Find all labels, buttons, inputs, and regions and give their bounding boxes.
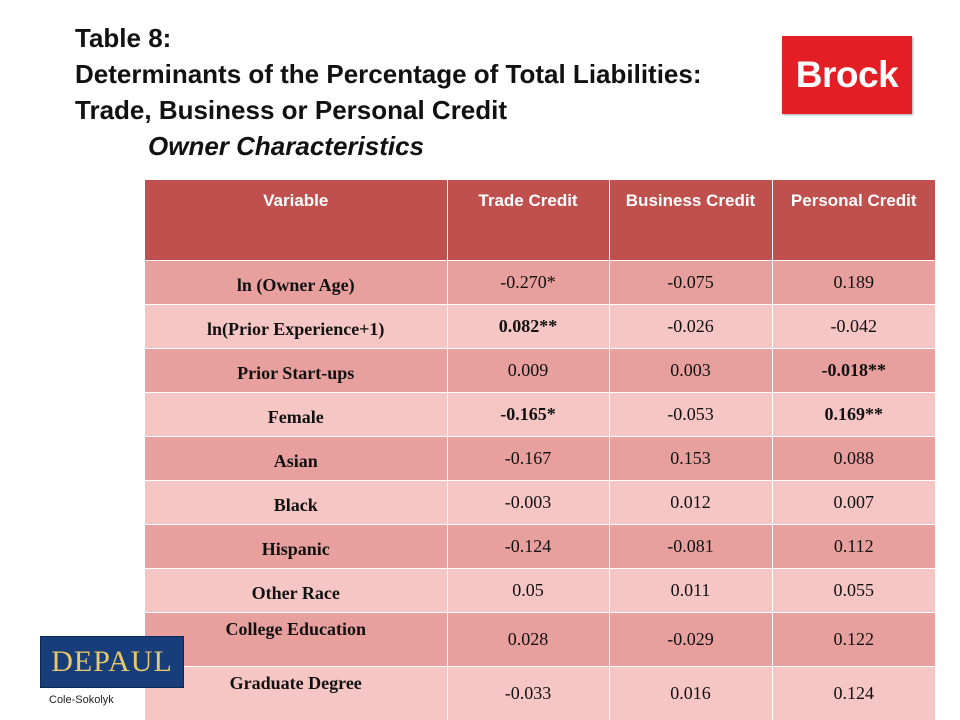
- row-personal-credit: 0.088: [772, 436, 935, 481]
- table-row: Other Race 0.05 0.011 0.055: [145, 568, 935, 613]
- row-business-credit: 0.153: [609, 436, 773, 481]
- brock-logo: Brock: [782, 36, 912, 114]
- table-row: Female -0.165* -0.053 0.169**: [145, 392, 935, 437]
- row-business-credit: -0.029: [609, 612, 773, 667]
- row-business-credit: -0.075: [609, 260, 773, 305]
- row-trade-credit: -0.033: [447, 666, 610, 720]
- row-business-credit: -0.026: [609, 304, 773, 349]
- row-variable: Hispanic: [145, 524, 448, 569]
- table-row: ln (Owner Age) -0.270* -0.075 0.189: [145, 260, 935, 305]
- header-variable: Variable: [145, 180, 448, 261]
- row-variable: Asian: [145, 436, 448, 481]
- row-variable: College Education: [145, 612, 448, 667]
- slide-subtitle: Owner Characteristics: [148, 131, 425, 161]
- row-personal-credit: -0.042: [772, 304, 935, 349]
- row-business-credit: 0.016: [609, 666, 773, 720]
- title-line-1: Table 8:: [75, 23, 172, 53]
- row-trade-credit: -0.270*: [447, 260, 610, 305]
- row-personal-credit: 0.055: [772, 568, 935, 613]
- row-personal-credit: 0.169**: [772, 392, 935, 437]
- title-line-3: Trade, Business or Personal Credit: [75, 95, 508, 125]
- row-personal-credit: 0.122: [772, 612, 935, 667]
- row-personal-credit: 0.007: [772, 480, 935, 525]
- row-trade-credit: -0.165*: [447, 392, 610, 437]
- results-table: Variable Trade Credit Business Credit Pe…: [145, 180, 935, 720]
- row-trade-credit: 0.028: [447, 612, 610, 667]
- row-personal-credit: 0.189: [772, 260, 935, 305]
- depaul-logo: DEPAUL: [40, 636, 184, 688]
- depaul-logo-text: DEPAUL: [51, 645, 173, 678]
- row-business-credit: 0.003: [609, 348, 773, 393]
- row-trade-credit: -0.003: [447, 480, 610, 525]
- header-trade-credit: Trade Credit: [447, 180, 610, 261]
- title-line-2: Determinants of the Percentage of Total …: [75, 59, 702, 89]
- row-trade-credit: -0.124: [447, 524, 610, 569]
- row-business-credit: 0.011: [609, 568, 773, 613]
- row-variable: ln (Owner Age): [145, 260, 448, 305]
- table-row: Graduate Degree -0.033 0.016 0.124: [145, 666, 935, 720]
- slide-title: Table 8: Determinants of the Percentage …: [75, 20, 775, 164]
- table-row: College Education 0.028 -0.029 0.122: [145, 612, 935, 667]
- row-variable: Other Race: [145, 568, 448, 613]
- row-business-credit: 0.012: [609, 480, 773, 525]
- header-personal-credit: Personal Credit: [772, 180, 935, 261]
- row-variable: ln(Prior Experience+1): [145, 304, 448, 349]
- row-trade-credit: 0.009: [447, 348, 610, 393]
- header-business-credit: Business Credit: [609, 180, 773, 261]
- table-row: Prior Start-ups 0.009 0.003 -0.018**: [145, 348, 935, 393]
- table-header-row: Variable Trade Credit Business Credit Pe…: [145, 180, 935, 261]
- row-personal-credit: 0.124: [772, 666, 935, 720]
- table-row: Black -0.003 0.012 0.007: [145, 480, 935, 525]
- row-business-credit: -0.081: [609, 524, 773, 569]
- table-row: Hispanic -0.124 -0.081 0.112: [145, 524, 935, 569]
- row-trade-credit: -0.167: [447, 436, 610, 481]
- row-variable: Graduate Degree: [145, 666, 448, 720]
- table-row: Asian -0.167 0.153 0.088: [145, 436, 935, 481]
- row-personal-credit: -0.018**: [772, 348, 935, 393]
- row-variable: Prior Start-ups: [145, 348, 448, 393]
- row-variable: Black: [145, 480, 448, 525]
- row-personal-credit: 0.112: [772, 524, 935, 569]
- brock-logo-text: Brock: [795, 54, 899, 95]
- author-footer: Cole-Sokolyk: [49, 694, 114, 706]
- table-row: ln(Prior Experience+1) 0.082** -0.026 -0…: [145, 304, 935, 349]
- row-trade-credit: 0.082**: [447, 304, 610, 349]
- row-trade-credit: 0.05: [447, 568, 610, 613]
- row-variable: Female: [145, 392, 448, 437]
- row-business-credit: -0.053: [609, 392, 773, 437]
